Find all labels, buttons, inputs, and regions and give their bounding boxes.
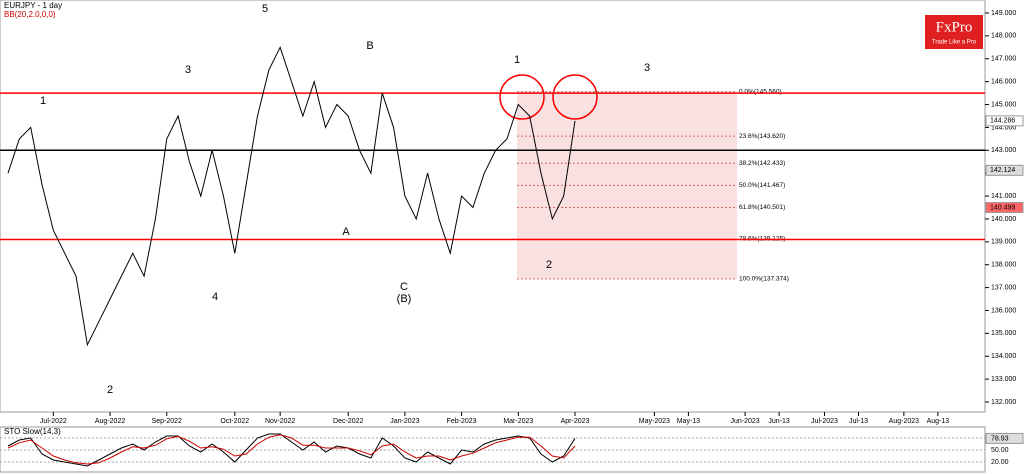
x-tick-label: Jul-2022 [40,418,67,425]
osc-line [7,433,576,467]
x-tick-label: Jul-2023 [811,418,838,425]
price-marker-label: 140.499 [990,204,1015,211]
y-tick-label: 147.000 [991,56,1016,63]
oscillator-title: STO Slow(14,3) [4,427,61,436]
wave-label: 2 [107,384,113,396]
x-tick-label: Mar-2023 [503,418,533,425]
wave-label: 1 [40,95,46,107]
y-tick-label: 137.000 [991,284,1016,291]
y-tick-label: 138.000 [991,262,1016,269]
highlight-circle [499,74,545,120]
fib-label: 23.6%(143.620) [739,133,785,140]
y-tick-label: 141.000 [991,193,1016,200]
y-tick-label: 149.000 [991,10,1016,17]
brand-name: FxPro [936,19,973,35]
wave-label: 5 [262,3,268,15]
price-marker-label: 142.124 [990,167,1015,174]
y-tick-label: 135.000 [991,330,1016,337]
price-marker [985,115,1024,127]
x-tick-label: Aug-2022 [95,418,125,425]
fib-label: 50.0%(141.467) [739,182,785,189]
y-tick-label: 140.000 [991,216,1016,223]
fib-label: 0.0%(145.560) [739,88,782,95]
fib-label: 61.8%(140.501) [739,204,785,211]
price-marker [985,164,1024,176]
brand-logo [925,15,983,49]
osc-current-label: 78.93 [991,435,1009,442]
x-tick-label: Apr-2023 [561,418,590,425]
wave-label: 2 [546,259,552,271]
x-tick-label: Jun-13 [768,418,790,425]
fib-label: 38.2%(142.433) [739,160,785,167]
price-line [7,46,576,347]
x-tick-label: Dec-2022 [333,418,363,425]
wave-label: 1 [514,54,520,66]
wave-label: 3 [644,62,650,74]
price-marker [985,202,1024,214]
wave-label: 3 [185,64,191,76]
highlight-circle [552,74,598,120]
x-tick-label: Sep-2022 [152,418,182,425]
x-tick-label: May-2023 [639,418,670,425]
y-tick-label: 143.000 [991,147,1016,154]
wave-label: (B) [397,293,412,305]
y-tick-label: 148.000 [991,33,1016,40]
x-tick-label: Nov-2022 [265,418,295,425]
osc-tick-label: 20.00 [991,459,1009,466]
y-tick-label: 144.000 [991,124,1016,131]
x-tick-label: Oct-2022 [220,418,249,425]
wave-label: 4 [212,291,218,303]
x-tick-label: Jan-2023 [390,418,419,425]
wave-label: B [366,40,373,52]
x-tick-label: Aug-13 [927,418,950,425]
wave-label: C [400,281,408,293]
x-tick-label: May-13 [677,418,700,425]
x-tick-label: Aug-2023 [889,418,919,425]
y-tick-label: 136.000 [991,307,1016,314]
plot-frame [0,0,986,413]
x-tick-label: Jun-2023 [730,418,759,425]
x-tick-label: Jul-13 [849,418,868,425]
osc-tick-label: 50.00 [991,447,1009,454]
chart-title: EURJPY - 1 day [4,1,62,10]
y-tick-label: 146.000 [991,78,1016,85]
y-tick-label: 132.000 [991,399,1016,406]
y-tick-label: 145.000 [991,101,1016,108]
y-tick-label: 134.000 [991,353,1016,360]
x-tick-label: Feb-2023 [447,418,477,425]
osc-current-marker [985,432,1024,444]
indicator-label: BB(20,2.0,0,0) [4,10,56,19]
y-tick-label: 133.000 [991,376,1016,383]
price-marker-label: 144.286 [990,118,1015,125]
osc-line [7,434,576,465]
brand-tagline: Trade Like a Pro [932,40,977,46]
wave-label: A [342,226,350,238]
fib-label: 100.0%(137.374) [739,276,789,283]
y-tick-label: 139.000 [991,239,1016,246]
